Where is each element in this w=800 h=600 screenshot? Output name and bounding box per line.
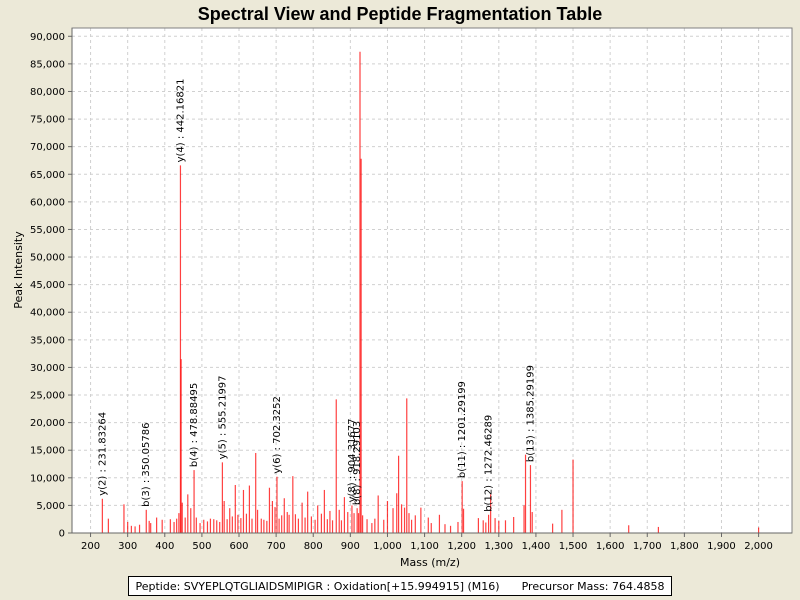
x-tick-label: 200: [81, 541, 100, 552]
x-tick-label: 1,100: [410, 541, 439, 552]
x-tick-label: 1,900: [707, 541, 736, 552]
x-tick-label: 1,300: [484, 541, 513, 552]
y-tick-label: 60,000: [30, 197, 65, 208]
peak-annotation-label: b(13) : 1385.29199: [525, 365, 536, 462]
x-tick-label: 700: [267, 541, 286, 552]
peak-bars: [101, 51, 760, 533]
y-tick-label: 55,000: [30, 225, 65, 236]
x-tick-label: 900: [341, 541, 360, 552]
peak-annotation-label: b(4) : 478.88495: [189, 383, 200, 467]
x-tick-label: 1,800: [670, 541, 699, 552]
peak-annotation-label: b(11) : 1201.29199: [457, 381, 468, 478]
y-tick-label: 5,000: [36, 501, 65, 512]
axes: 200 300 400 500 600 700 800 900 1,000 1,100 1,200 1…: [30, 27, 793, 552]
y-tick-label: 90,000: [30, 32, 65, 43]
peak-annotations: y(2) : 231.83264 b(3) : 350.05786 y(4) : 4…: [97, 79, 536, 512]
x-tick-label: 1,700: [633, 541, 662, 552]
peptide-info-box: Peptide: SVYEPLQTGLIAIDSMIPIGR : Oxidati…: [128, 576, 672, 596]
y-tick-label: 25,000: [30, 391, 65, 402]
grid-lines: [72, 28, 792, 533]
y-tick-label: 80,000: [30, 87, 65, 98]
x-axis-label: Mass (m/z): [400, 556, 460, 569]
y-tick-label: 50,000: [30, 253, 65, 264]
x-tick-label: 1,400: [522, 541, 551, 552]
y-tick-label: 40,000: [30, 308, 65, 319]
peptide-sequence: Peptide: SVYEPLQTGLIAIDSMIPIGR : Oxidati…: [135, 579, 500, 593]
x-tick-label: 2,000: [744, 541, 773, 552]
peak-annotation-label: b(8) : 918.29103: [352, 421, 363, 505]
y-tick-label: 0: [59, 529, 65, 540]
peak-annotation-label: y(4) : 442.16821: [175, 79, 186, 163]
y-tick-label: 75,000: [30, 115, 65, 126]
x-tick-label: 300: [118, 541, 137, 552]
peak-annotation-label: b(3) : 350.05786: [141, 422, 152, 506]
x-tick-label: 1,200: [447, 541, 476, 552]
y-tick-label: 65,000: [30, 170, 65, 181]
precursor-mass: Precursor Mass: 764.4858: [521, 579, 665, 593]
y-tick-label: 15,000: [30, 446, 65, 457]
y-tick-label: 10,000: [30, 473, 65, 484]
y-axis-label: Peak Intensity: [12, 231, 25, 309]
peak-annotation-label: y(2) : 231.83264: [97, 412, 108, 496]
x-tick-label: 800: [304, 541, 323, 552]
y-tick-label: 30,000: [30, 363, 65, 374]
chart-title: Spectral View and Peptide Fragmentation …: [198, 4, 602, 24]
y-tick-label: 20,000: [30, 418, 65, 429]
x-tick-label: 600: [229, 541, 248, 552]
plot-area: [72, 28, 792, 533]
peak-annotation-label: y(6) : 702.3252: [272, 396, 283, 474]
y-tick-label: 45,000: [30, 280, 65, 291]
peak-annotation-label: y(8) : 904.31677: [347, 419, 358, 503]
x-tick-label: 400: [155, 541, 174, 552]
peak-annotation-label: y(5) : 555.21997: [217, 375, 228, 459]
y-tick-label: 70,000: [30, 142, 65, 153]
peak-annotation-label: b(12) : 1272.46289: [484, 415, 495, 512]
x-tick-label: 1,500: [559, 541, 588, 552]
x-tick-label: 1,600: [596, 541, 625, 552]
x-tick-label: 500: [192, 541, 211, 552]
y-tick-label: 35,000: [30, 335, 65, 346]
y-tick-label: 85,000: [30, 59, 65, 70]
x-tick-label: 1,000: [373, 541, 402, 552]
